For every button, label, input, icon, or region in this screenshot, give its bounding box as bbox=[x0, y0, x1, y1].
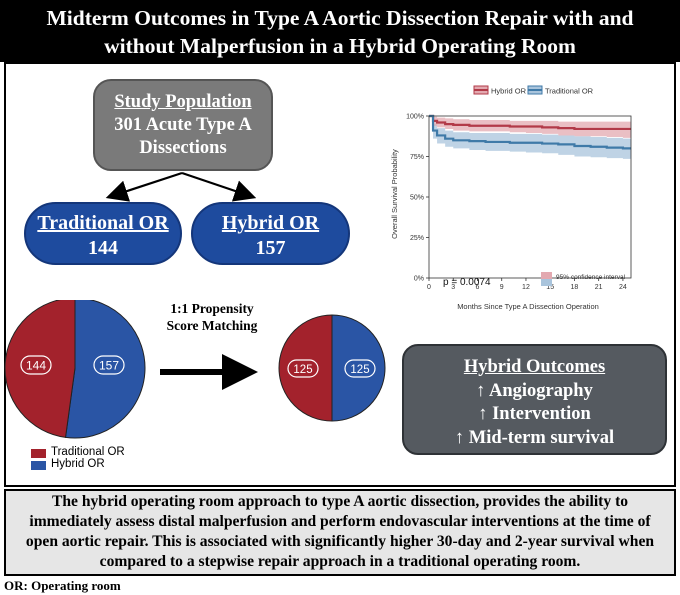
pie-after-traditional-label: 125 bbox=[293, 364, 312, 376]
km-x-tick-label: 18 bbox=[571, 284, 579, 291]
summary-text: The hybrid operating room approach to ty… bbox=[25, 493, 655, 570]
study-population-count: 301 Acute Type A bbox=[114, 115, 252, 135]
traditional-or-label: Traditional OR bbox=[37, 212, 169, 234]
km-y-axis-label: Overall Survival Probability bbox=[390, 149, 399, 239]
matching-label: 1:1 Propensity Score Matching bbox=[152, 300, 272, 334]
summary-box: The hybrid operating room approach to ty… bbox=[4, 489, 676, 576]
hybrid-or-count: 157 bbox=[255, 237, 286, 259]
pie-after-hybrid-tag bbox=[344, 359, 376, 378]
km-y-tick-label: 100% bbox=[406, 114, 424, 121]
km-p-value: p = 0.0074 bbox=[443, 277, 491, 288]
matching-label-line-2: Score Matching bbox=[166, 318, 258, 333]
hybrid-outcomes-box: Hybrid Outcomes ↑ Angiography ↑ Interven… bbox=[402, 344, 667, 455]
arrow-to-hybrid bbox=[181, 171, 257, 202]
pie-before-hybrid-label: 157 bbox=[99, 359, 119, 373]
pie-before-traditional-label: 144 bbox=[26, 359, 46, 373]
pie-slice-hybrid bbox=[331, 314, 386, 422]
km-axes: 0% 25% 50% 75% 100% 0 3 6 9 12 15 18 21 24 bbox=[406, 114, 632, 291]
km-ci-swatch-hybrid bbox=[541, 272, 552, 279]
pie-legend-swatch-hybrid bbox=[31, 461, 46, 470]
pie-after-traditional-tag bbox=[287, 359, 319, 378]
pie-legend-label-traditional: Traditional OR bbox=[51, 446, 125, 458]
survival-chart: Hybrid OR Traditional OR 0% 25% 50% 75% 100%… bbox=[390, 85, 632, 311]
outcome-mid-term-survival: ↑ Mid-term survival bbox=[454, 427, 615, 448]
km-band-traditional-or bbox=[429, 116, 631, 159]
pie-before-traditional-tag bbox=[20, 355, 52, 375]
km-x-tick-label: 21 bbox=[595, 284, 603, 291]
km-confidence-bands bbox=[429, 116, 631, 159]
km-y-tick-label: 75% bbox=[410, 154, 424, 161]
pie-legend-swatch-traditional bbox=[31, 449, 46, 458]
traditional-or-pill: Traditional OR 144 bbox=[24, 202, 182, 265]
pie-before-hybrid-tag bbox=[93, 355, 125, 375]
km-ci-swatch-traditional bbox=[541, 279, 552, 286]
km-legend: Hybrid OR Traditional OR bbox=[473, 85, 594, 96]
outcome-angiography: ↑ Angiography bbox=[476, 380, 593, 401]
pie-before-slices bbox=[4, 300, 146, 439]
km-x-axis-label: Months Since Type A Dissection Operation bbox=[457, 302, 599, 311]
pie-after-slices bbox=[278, 314, 386, 422]
matching-label-line-1: 1:1 Propensity bbox=[170, 301, 254, 316]
km-curve-traditional-or bbox=[429, 114, 631, 150]
km-y-tick-label: 25% bbox=[410, 235, 424, 242]
outcome-intervention: ↑ Intervention bbox=[478, 404, 591, 424]
km-survival-curves bbox=[429, 114, 631, 150]
km-y-tick-label: 50% bbox=[410, 195, 424, 202]
km-x-tick-label: 24 bbox=[619, 284, 627, 291]
hybrid-or-pill: Hybrid OR 157 bbox=[191, 202, 350, 265]
pie-before-matching: 144 157 bbox=[4, 300, 146, 439]
km-curve-hybrid-or bbox=[429, 114, 631, 131]
pie-after-hybrid-label: 125 bbox=[350, 364, 369, 376]
km-x-tick-label: 12 bbox=[522, 284, 530, 291]
km-ci-label: 95% confidence interval bbox=[556, 274, 626, 281]
figure-title: Midterm Outcomes in Type A Aortic Dissec… bbox=[0, 0, 680, 62]
km-y-tick-label: 0% bbox=[414, 276, 424, 283]
km-x-tick-label: 15 bbox=[546, 284, 554, 291]
pie-slice-traditional bbox=[278, 314, 333, 422]
footnote: OR: Operating room bbox=[4, 578, 121, 593]
traditional-or-count: 144 bbox=[88, 237, 118, 259]
km-x-tick-label: 0 bbox=[427, 284, 431, 291]
title-line-1: Midterm Outcomes in Type A Aortic Dissec… bbox=[46, 6, 634, 30]
km-x-tick-label: 3 bbox=[451, 284, 455, 291]
hybrid-outcomes-heading: Hybrid Outcomes bbox=[463, 357, 606, 377]
arrow-to-traditional bbox=[105, 171, 183, 202]
km-legend-label-traditional: Traditional OR bbox=[545, 87, 594, 96]
pie-legend-label-hybrid: Hybrid OR bbox=[51, 458, 105, 470]
pie-after-matching: 125 125 bbox=[278, 314, 386, 422]
pie-slice-traditional bbox=[4, 300, 76, 438]
km-x-tick-label: 6 bbox=[476, 284, 480, 291]
km-x-tick-label: 9 bbox=[500, 284, 504, 291]
hybrid-or-label: Hybrid OR bbox=[221, 212, 320, 234]
study-population-type: Dissections bbox=[139, 138, 227, 158]
study-population-box: Study Population 301 Acute Type A Dissec… bbox=[93, 79, 273, 171]
study-population-heading: Study Population bbox=[114, 92, 252, 112]
km-legend-label-hybrid: Hybrid OR bbox=[491, 87, 527, 96]
pie-slice-hybrid bbox=[64, 300, 146, 439]
title-line-2: without Malperfusion in a Hybrid Operati… bbox=[104, 34, 576, 58]
